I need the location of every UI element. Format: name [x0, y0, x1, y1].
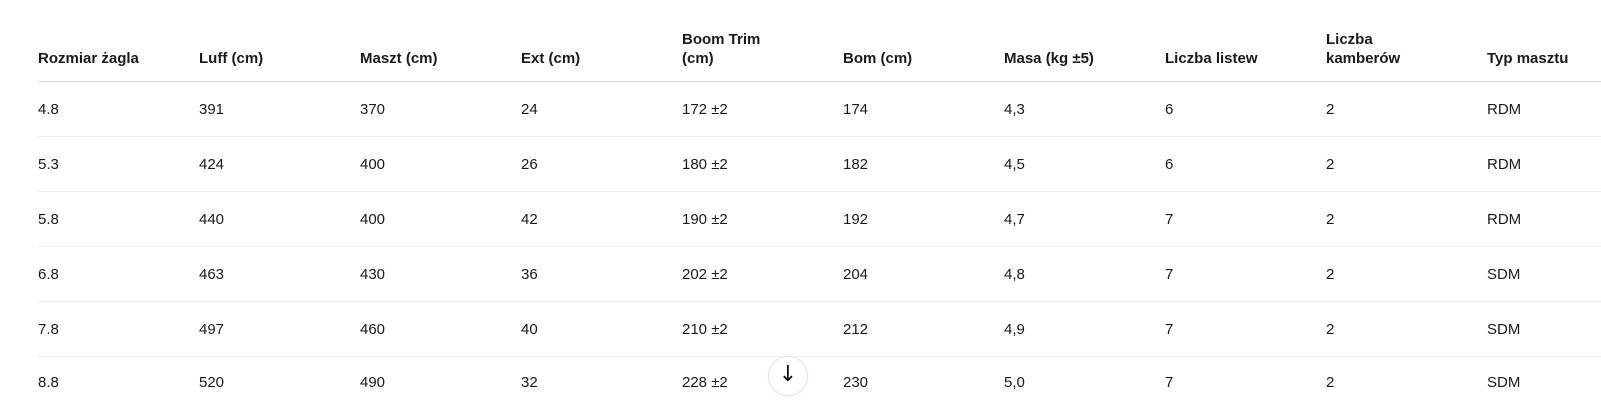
table-header: Rozmiar żagla Luff (cm) Maszt (cm) Ext (cm)…	[38, 0, 1601, 82]
table-cell: 5.8	[38, 191, 199, 247]
table-row: 7.8 497 460 40 210 ±2 212 4,9 7 2 SDM	[38, 301, 1601, 357]
table-cell: 490	[360, 374, 386, 391]
table-cell: 6.8	[38, 246, 199, 302]
table-cell: 2	[1326, 191, 1487, 247]
table-cell: 212	[843, 301, 1004, 357]
header-cell-1: Luff (cm)	[199, 0, 360, 82]
header-cell-7: Liczba listew	[1165, 0, 1326, 82]
table-cell: 172 ±2	[682, 81, 843, 137]
table-cell: 180 ±2	[682, 136, 843, 192]
table-cell: 460	[360, 301, 521, 357]
table-cell: 6	[1165, 136, 1326, 192]
table-cell: 42	[521, 191, 682, 247]
table-cell: 8.8	[38, 374, 59, 391]
table-cell: 7	[1165, 301, 1326, 357]
header-cell-2: Maszt (cm)	[360, 0, 521, 82]
header-cell-6: Masa (kg ±5)	[1004, 0, 1165, 82]
table-cell: 40	[521, 301, 682, 357]
table-cell: 4,7	[1004, 191, 1165, 247]
table-cell: 4,3	[1004, 81, 1165, 137]
table-cell: 190 ±2	[682, 191, 843, 247]
table-cell: 430	[360, 246, 521, 302]
table-row: 5.8 440 400 42 190 ±2 192 4,7 7 2 RDM	[38, 191, 1601, 247]
table-cell: 424	[199, 136, 360, 192]
table-cell: 192	[843, 191, 1004, 247]
table-cell: 5.3	[38, 136, 199, 192]
table-cell: 32	[521, 374, 538, 391]
table-cell: 2	[1326, 246, 1487, 302]
table-cell: 36	[521, 246, 682, 302]
table-cell: 174	[843, 81, 1004, 137]
table-cell: 230	[843, 374, 869, 391]
table-cell: 2	[1326, 81, 1487, 137]
table-cell: 497	[199, 301, 360, 357]
table-row: 8.8 520 490 32 228 ±2 230 5,0 7 2 SDM	[38, 357, 1601, 419]
header-cell-3: Ext (cm)	[521, 0, 682, 82]
table-row: 4.8 391 370 24 172 ±2 174 4,3 6 2 RDM	[38, 81, 1601, 137]
table-cell: RDM	[1487, 136, 1601, 192]
table-cell: 26	[521, 136, 682, 192]
table-cell: SDM	[1487, 246, 1601, 302]
table-cell: 4,8	[1004, 246, 1165, 302]
table-body: 4.8 391 370 24 172 ±2 174 4,3 6 2 RDM 5.3 424 400 26 1…	[38, 81, 1601, 419]
table-cell: 520	[199, 374, 225, 391]
table-cell: 204	[843, 246, 1004, 302]
header-row: Rozmiar żagla Luff (cm) Maszt (cm) Ext (cm)…	[38, 0, 1601, 82]
table-cell: 182	[843, 136, 1004, 192]
table-cell: 5,0	[1004, 374, 1025, 391]
table-cell: 228 ±2	[682, 374, 728, 391]
scroll-down-button[interactable]: ↓	[768, 356, 808, 396]
table-cell: 391	[199, 81, 360, 137]
table-cell: 2	[1326, 301, 1487, 357]
table-cell: 202 ±2	[682, 246, 843, 302]
table-cell: 6	[1165, 81, 1326, 137]
table-cell: 2	[1326, 374, 1335, 391]
table-cell: 7	[1165, 374, 1174, 391]
table-cell: 4,5	[1004, 136, 1165, 192]
table-cell: 7.8	[38, 301, 199, 357]
table-cell: 210 ±2	[682, 301, 843, 357]
table-cell: 7	[1165, 191, 1326, 247]
header-cell-5: Bom (cm)	[843, 0, 1004, 82]
header-cell-0: Rozmiar żagla	[38, 0, 199, 82]
table-cell: 4,9	[1004, 301, 1165, 357]
table-cell: 440	[199, 191, 360, 247]
table-row: 5.3 424 400 26 180 ±2 182 4,5 6 2 RDM	[38, 136, 1601, 192]
arrow-down-icon: ↓	[778, 362, 798, 387]
table-cell: RDM	[1487, 191, 1601, 247]
table-cell: 370	[360, 81, 521, 137]
header-cell-4: Boom Trim (cm)	[682, 0, 843, 82]
table-cell: RDM	[1487, 81, 1601, 137]
table-cell: 400	[360, 191, 521, 247]
table-row: 6.8 463 430 36 202 ±2 204 4,8 7 2 SDM	[38, 246, 1601, 302]
table-cell: 2	[1326, 136, 1487, 192]
table-cell: 24	[521, 81, 682, 137]
sail-spec-table: Rozmiar żagla Luff (cm) Maszt (cm) Ext (cm)…	[38, 0, 1601, 419]
table-cell: 463	[199, 246, 360, 302]
table-cell: 7	[1165, 246, 1326, 302]
table-cell: 400	[360, 136, 521, 192]
header-cell-9: Typ masztu	[1487, 0, 1601, 82]
table-cell: SDM	[1487, 301, 1601, 357]
table-cell: SDM	[1487, 374, 1521, 391]
header-cell-8: Liczba kamberów	[1326, 0, 1487, 82]
table-cell: 4.8	[38, 81, 199, 137]
